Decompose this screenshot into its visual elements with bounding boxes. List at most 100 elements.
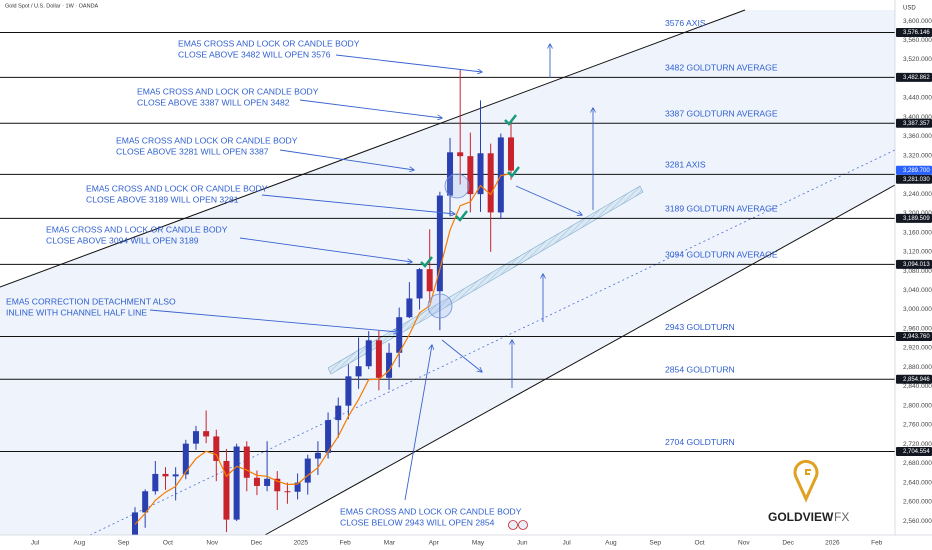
y-tick-label: 2,800.000 xyxy=(903,402,932,409)
y-tick-label: 3,120.000 xyxy=(903,249,932,256)
level-label: 3281 AXIS xyxy=(665,160,706,170)
logo-text: FX xyxy=(834,510,849,524)
price-tag xyxy=(896,174,932,184)
y-tick-label: 3,000.000 xyxy=(903,306,932,313)
channel-mid xyxy=(89,149,896,536)
x-tick-label: Sep xyxy=(118,540,130,547)
candle-body xyxy=(142,491,149,513)
y-tick-label: 3,160.000 xyxy=(903,229,932,236)
price-tag xyxy=(896,374,932,384)
level-label: 3387 GOLDTURN AVERAGE xyxy=(665,109,778,119)
event-icon xyxy=(508,520,518,530)
arrow xyxy=(239,237,412,262)
arrow xyxy=(279,149,414,170)
candle-body xyxy=(457,152,464,157)
y-tick-label: 2,960.000 xyxy=(903,325,932,332)
annotation: EMA5 CROSS AND LOCK OR CANDLE BODY xyxy=(116,135,298,145)
candle-body xyxy=(223,460,230,520)
ema-line xyxy=(134,173,512,525)
annotation: EMA5 CROSS AND LOCK OR CANDLE BODY xyxy=(178,38,360,48)
price-tag-label: 3,281.030 xyxy=(903,177,930,183)
logo-pin xyxy=(793,459,819,503)
y-tick-label: 2,600.000 xyxy=(903,499,932,506)
candle-body xyxy=(335,405,342,421)
price-tag xyxy=(896,118,932,128)
channel-lower xyxy=(264,184,896,536)
channel-upper xyxy=(0,9,746,288)
y-tick-label: 3,320.000 xyxy=(903,152,932,159)
candle-body xyxy=(243,446,250,478)
annotation: CLOSE ABOVE 3281 WILL OPEN 3387 xyxy=(116,146,269,156)
checkmark xyxy=(507,166,520,178)
candle-body xyxy=(172,474,179,477)
arrow xyxy=(149,309,398,332)
candle-body xyxy=(487,153,494,213)
axis: 3,600.0003,560.0003,520.0003,480.0003,44… xyxy=(31,18,932,547)
arrows xyxy=(149,44,593,501)
y-tick-label: 3,040.000 xyxy=(903,287,932,294)
candle-body xyxy=(162,473,169,477)
x-tick-label: Nov xyxy=(206,540,218,547)
candle-body xyxy=(203,431,210,437)
time-axis-bg xyxy=(0,535,932,550)
level-label: 3482 GOLDTURN AVERAGE xyxy=(665,63,778,73)
y-tick-label: 2,720.000 xyxy=(903,441,932,448)
x-tick-label: Dec xyxy=(782,540,794,547)
candle-body xyxy=(253,477,260,486)
checkmark xyxy=(504,114,517,126)
x-tick-label: Oct xyxy=(163,540,173,547)
y-tick-label: 3,400.000 xyxy=(903,114,932,121)
candle-body xyxy=(477,153,484,195)
candle-body xyxy=(213,436,220,461)
annotation: CLOSE ABOVE 3189 WILL OPEN 3281 xyxy=(86,194,239,204)
candle-body xyxy=(284,491,291,493)
annotation: EMA5 CROSS AND LOCK OR CANDLE BODY xyxy=(340,506,522,516)
y-tick-label: 3,080.000 xyxy=(903,268,932,275)
price-tag xyxy=(896,28,932,38)
x-tick-label: Sep xyxy=(649,540,661,547)
annotation: CLOSE ABOVE 3482 WILL OPEN 3576 xyxy=(178,49,331,59)
candle-body xyxy=(192,431,199,444)
event-icon xyxy=(518,520,528,530)
arrow xyxy=(515,185,582,215)
currency-label: USD xyxy=(903,6,916,12)
y-tick-label: 3,200.000 xyxy=(903,210,932,217)
annotation: INLINE WITH CHANNEL HALF LINE xyxy=(6,307,147,317)
candle-body xyxy=(314,452,321,459)
price-tag-label: 3,189.509 xyxy=(903,216,930,222)
candle-body xyxy=(396,317,403,353)
y-tick-label: 3,240.000 xyxy=(903,191,932,198)
level-label: 2854 GOLDTURN xyxy=(665,365,735,375)
x-tick-label: 2025 xyxy=(294,540,309,547)
level-label: 3576 AXIS xyxy=(665,18,706,28)
candle-body xyxy=(132,512,138,550)
candle-body xyxy=(355,366,362,377)
candle-body xyxy=(508,137,514,171)
y-tick-label: 2,840.000 xyxy=(903,383,932,390)
arrow xyxy=(299,99,442,118)
candle-body xyxy=(274,478,281,492)
y-tick-label: 3,360.000 xyxy=(903,133,932,140)
price-tag xyxy=(896,332,932,342)
y-tick-label: 2,680.000 xyxy=(903,460,932,467)
candle-body xyxy=(375,340,382,378)
candle-body xyxy=(152,473,159,492)
price-tag xyxy=(896,165,932,175)
candle-body xyxy=(182,443,189,475)
x-tick-label: 2026 xyxy=(825,540,840,547)
x-tick-label: Jul xyxy=(31,540,40,547)
candle-body xyxy=(436,195,443,292)
y-tick-label: 2,760.000 xyxy=(903,422,932,429)
candle-body xyxy=(447,152,454,196)
y-tick-label: 2,640.000 xyxy=(903,479,932,486)
price-tag-label: 2,943.760 xyxy=(903,334,930,340)
highlights xyxy=(420,114,520,319)
level-label: 2704 GOLDTURN xyxy=(665,437,735,447)
level-label: 3189 GOLDTURN AVERAGE xyxy=(665,204,778,214)
price-tag-label: 3,094.013 xyxy=(903,262,930,268)
candle-body xyxy=(233,446,240,520)
price-tag-label: 3,387.357 xyxy=(903,121,930,127)
candle-body xyxy=(426,269,433,292)
y-tick-label: 3,600.000 xyxy=(903,18,932,25)
